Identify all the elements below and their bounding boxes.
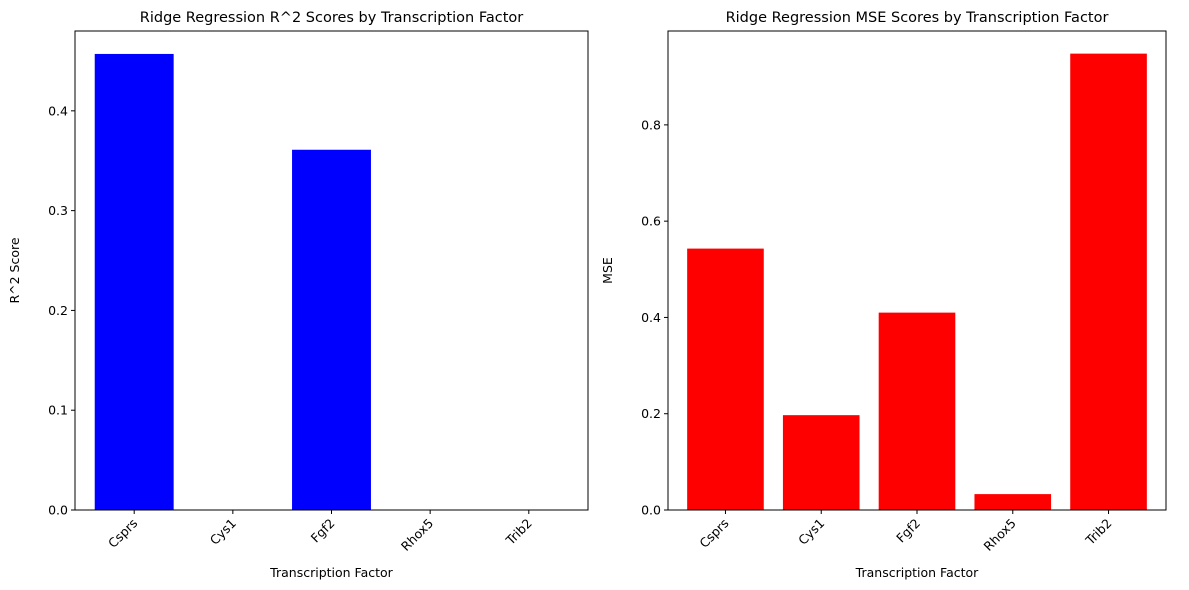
r2-panel: Ridge Regression R^2 Scores by Transcrip… [7,10,589,580]
r2-x-tick-label-trib2: Trib2 [502,516,535,549]
mse-plot-frame [667,30,1167,511]
r2-bar-fgf2 [292,149,371,511]
r2-x-ticks: Csprs Cys1 Fgf2 Rhox5 Trib2 [105,510,535,554]
r2-chart-title: Ridge Regression R^2 Scores by Transcrip… [140,10,523,26]
mse-x-tick-label-cys1: Cys1 [795,516,827,548]
mse-bar-rhox5 [974,494,1052,510]
r2-y-ticks: 0.0 0.1 0.2 0.3 0.4 [48,103,75,518]
r2-y-tick-label: 0.0 [48,503,68,518]
r2-bars [94,53,371,511]
r2-x-tick-label-rhox5: Rhox5 [398,516,436,554]
mse-bar-cys1 [782,415,860,510]
mse-bar-trib2 [1070,53,1147,510]
r2-y-tick-label: 0.3 [48,203,68,218]
r2-y-tick-label: 0.1 [48,403,68,418]
mse-y-tick-label: 0.6 [641,214,661,229]
mse-bar-csprs [687,248,764,510]
mse-panel: Ridge Regression MSE Scores by Transcrip… [600,10,1167,580]
mse-x-axis-label: Transcription Factor [855,565,979,580]
r2-bar-csprs [94,53,174,510]
r2-y-tick-label: 0.4 [48,103,68,118]
r2-x-tick-label-cys1: Cys1 [207,516,239,548]
mse-x-tick-label-csprs: Csprs [696,516,731,551]
mse-y-tick-label: 0.4 [641,310,661,325]
mse-x-ticks: Csprs Cys1 Fgf2 Rhox5 Trib2 [696,510,1115,554]
r2-x-tick-label-csprs: Csprs [105,516,140,551]
mse-y-tick-label: 0.0 [641,503,661,518]
mse-bar-fgf2 [878,312,956,510]
mse-y-ticks: 0.0 0.2 0.4 0.6 0.8 [641,117,668,518]
r2-y-tick-label: 0.2 [48,303,68,318]
mse-y-axis-label: MSE [600,257,615,284]
r2-x-axis-label: Transcription Factor [269,565,393,580]
mse-x-tick-label-fgf2: Fgf2 [893,516,923,546]
mse-y-tick-label: 0.8 [641,117,661,132]
mse-chart-title: Ridge Regression MSE Scores by Transcrip… [726,10,1109,26]
r2-y-axis-label: R^2 Score [7,237,22,303]
mse-x-tick-label-rhox5: Rhox5 [981,516,1019,554]
r2-x-tick-label-fgf2: Fgf2 [308,516,338,546]
r2-plot-frame [74,30,589,511]
mse-y-tick-label: 0.2 [641,406,661,421]
mse-x-tick-label-trib2: Trib2 [1082,516,1115,549]
mse-bars [687,53,1147,510]
